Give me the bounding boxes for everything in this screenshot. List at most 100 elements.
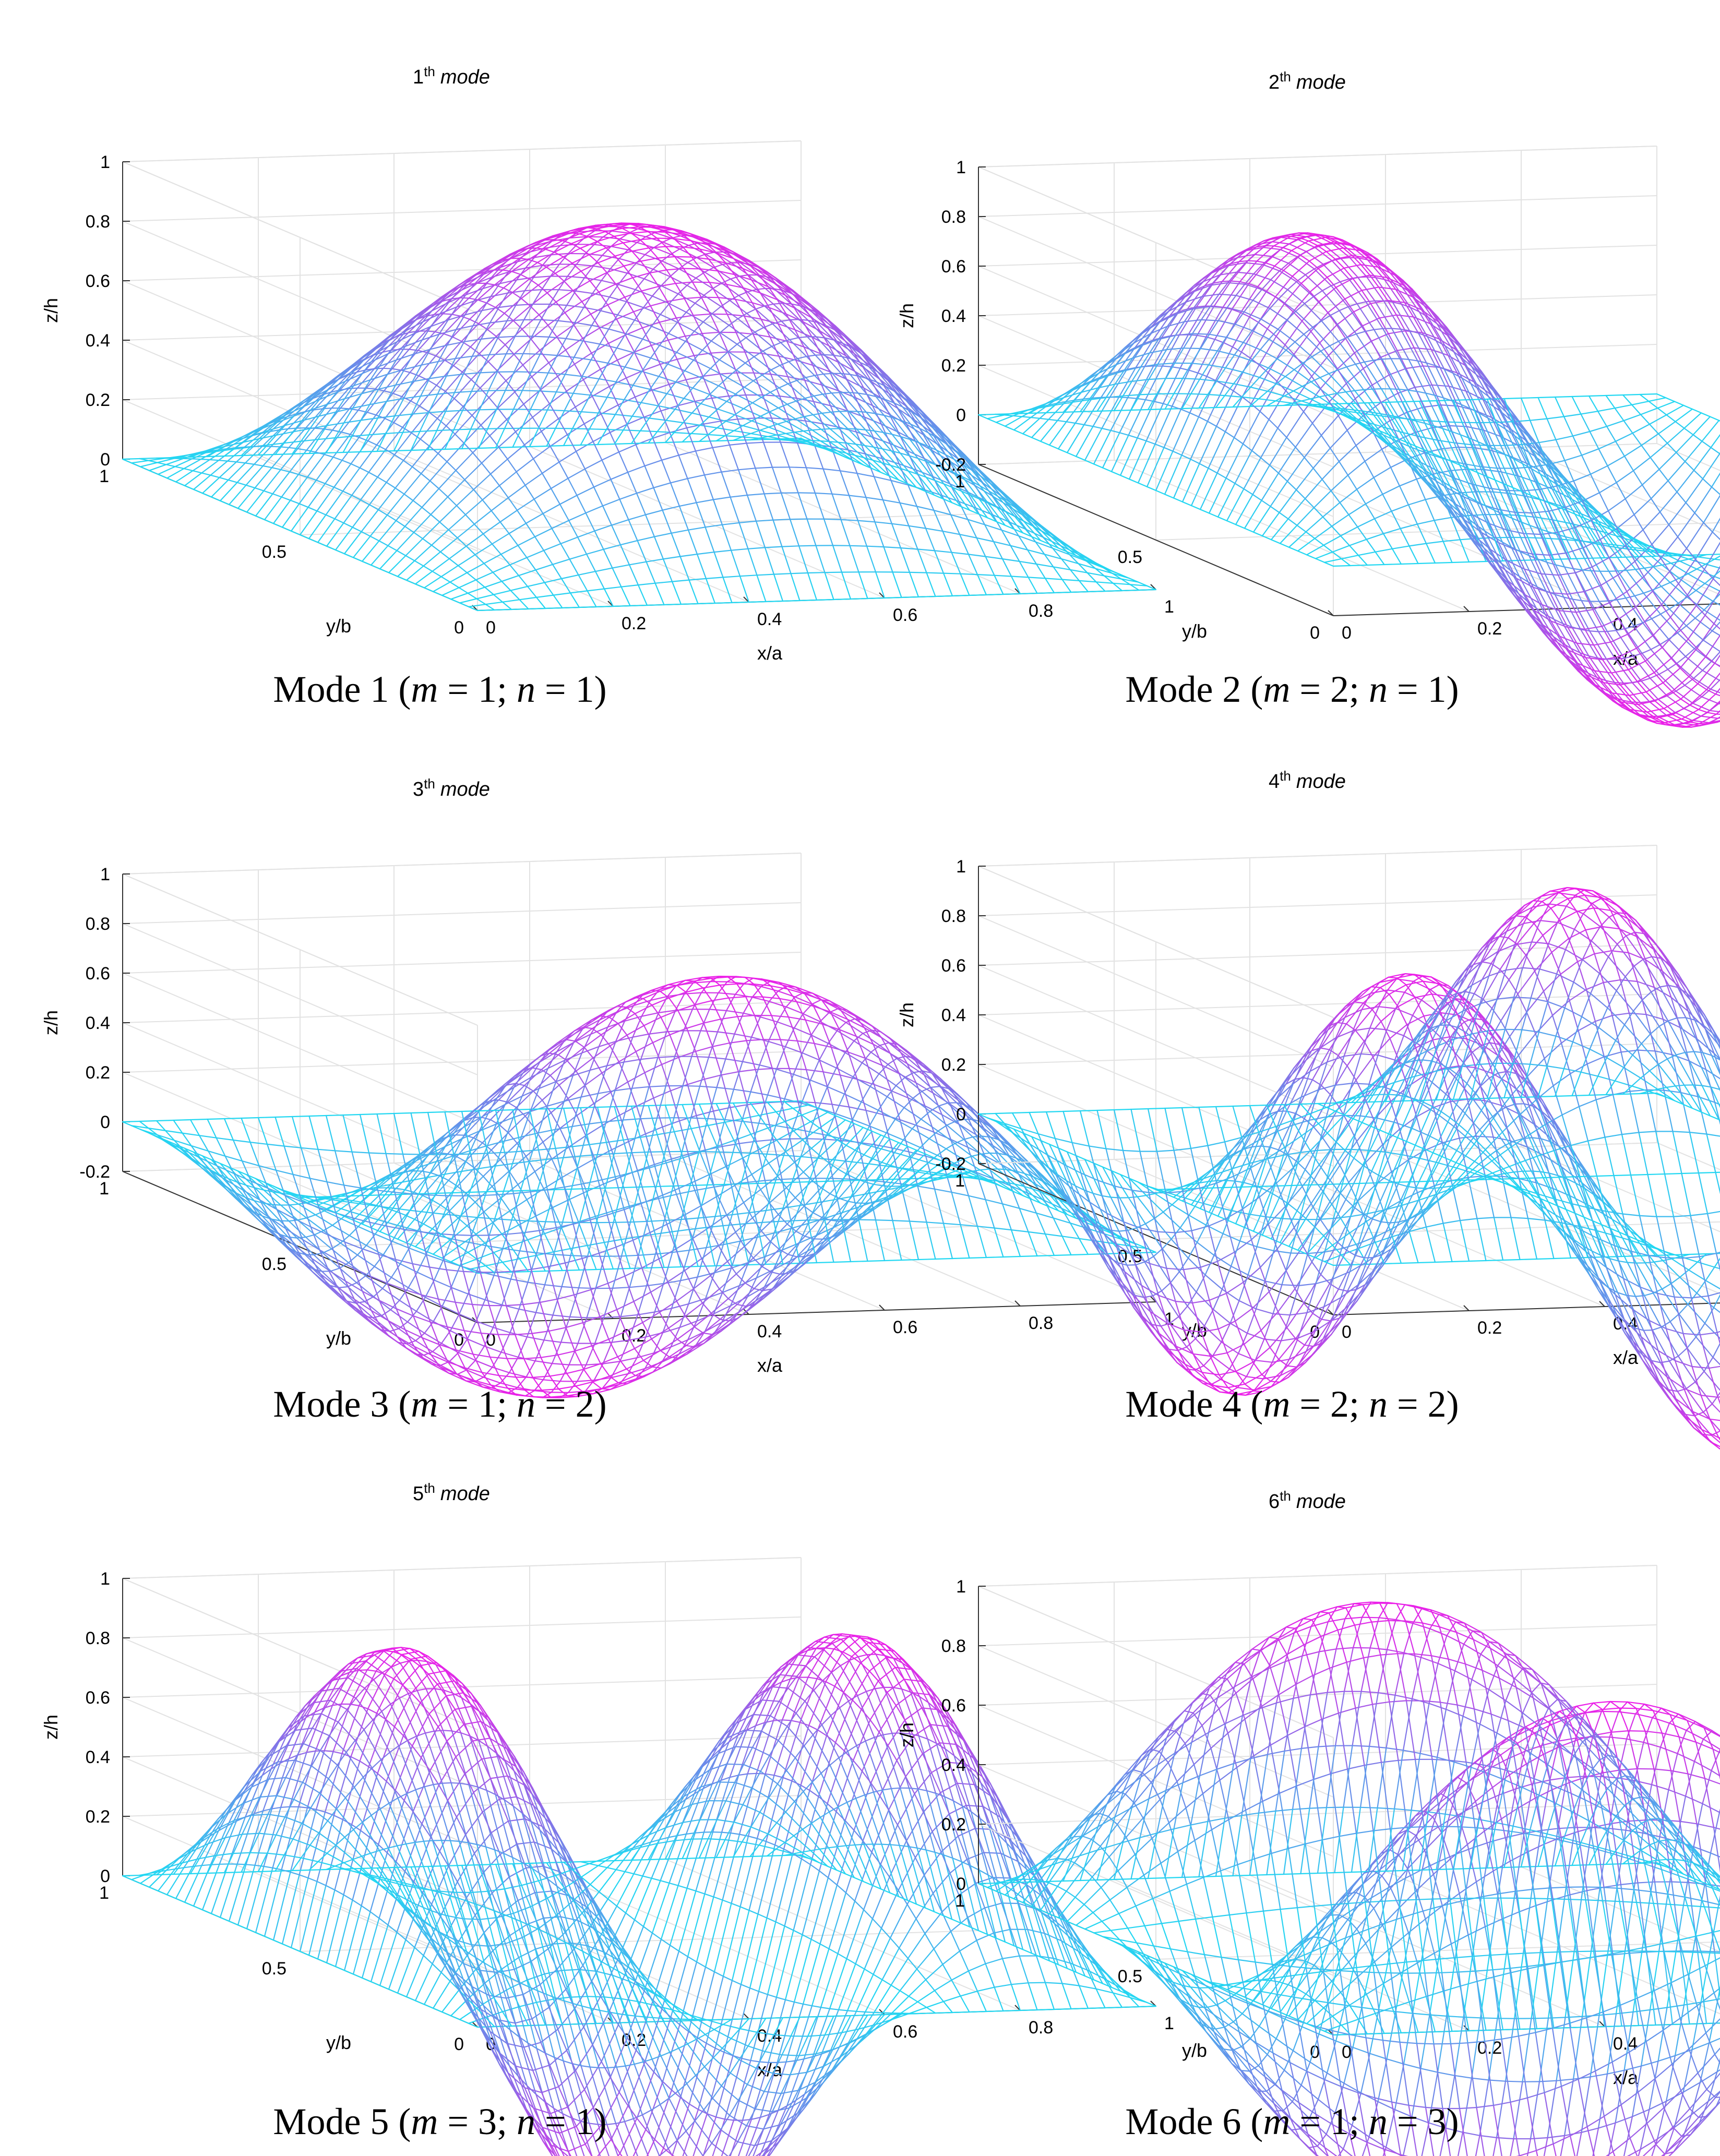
caption-lead: Mode 2 (	[1125, 668, 1263, 710]
z-tick-label: 0.6	[941, 956, 966, 976]
x-tick	[743, 2013, 749, 2019]
y-tick-label: 0	[454, 618, 464, 638]
y-tick-label: 0.5	[262, 542, 286, 562]
gridline-z	[978, 146, 1657, 319]
z-tick-label: 0.2	[941, 1055, 966, 1075]
box-edge	[978, 166, 1334, 319]
mode-1-caption: Mode 1 (m = 1; n = 1)	[273, 668, 606, 710]
z-tick-label: 0.4	[86, 331, 110, 351]
title-superscript: th	[424, 1480, 435, 1496]
z-tick-label: 0.4	[86, 1747, 110, 1767]
z-tick-label: 0.6	[86, 271, 110, 291]
box-edge	[122, 873, 478, 1026]
caption-n-value: = 1)	[1388, 668, 1459, 710]
x-tick-label: 0	[1342, 623, 1352, 643]
gridline-z	[978, 1565, 1657, 1738]
box-edge	[122, 1578, 478, 1730]
z-tick-label: 0.6	[86, 964, 110, 984]
caption-n: n	[1369, 2101, 1388, 2142]
x-tick-label: 0.2	[622, 1326, 646, 1346]
mode-4-caption: Mode 4 (m = 2; n = 2)	[1125, 1383, 1459, 1425]
title-superscript: th	[1280, 768, 1291, 784]
axes: -0.200.20.40.60.8100.5100.20.40.60.81z/h…	[896, 158, 1720, 669]
caption-m: m	[1263, 668, 1290, 710]
gridline-y	[300, 237, 979, 536]
y-tick-label: 0.5	[1118, 1967, 1142, 1986]
z-axis-label: z/h	[40, 298, 62, 323]
caption-m-value: = 1;	[438, 668, 517, 710]
x-tick-label: 0.8	[1029, 1313, 1053, 1333]
gridline-z	[978, 993, 1657, 1167]
caption-n: n	[517, 1383, 535, 1425]
caption-n: n	[1369, 1383, 1388, 1425]
y-tick-label: 0.5	[262, 1959, 286, 1979]
gridline-z	[978, 845, 1657, 1018]
mode-2-caption: Mode 2 (m = 2; n = 1)	[1125, 668, 1459, 710]
caption-lead: Mode 6 (	[1125, 2101, 1263, 2142]
surface-mesh	[977, 232, 1720, 728]
z-tick-label: 0	[100, 450, 110, 470]
title-number: 1	[413, 66, 424, 88]
x-tick-label: 0.8	[1029, 601, 1053, 621]
box-edge	[978, 1565, 1657, 1587]
surface-mesh	[122, 222, 1157, 612]
title-superscript: th	[1280, 69, 1291, 85]
caption-m: m	[411, 668, 438, 710]
y-tick-label: 0.5	[1118, 547, 1142, 567]
gridline-x	[1385, 154, 1720, 595]
gridline-z	[122, 853, 802, 1026]
plot-title: 1th mode	[413, 64, 490, 88]
box-edge	[978, 1586, 1334, 1738]
gridline-y	[300, 950, 979, 1248]
caption-n-value: = 2)	[535, 1383, 607, 1425]
z-tick-label: 0.4	[941, 306, 966, 326]
x-tick	[879, 1304, 885, 1311]
gridline-z	[978, 294, 1657, 468]
mode-6-caption: Mode 6 (m = 1; n = 3)	[1125, 2101, 1459, 2142]
z-tick-label: -0.2	[79, 1162, 110, 1182]
title-superscript: th	[424, 776, 435, 792]
z-tick-label: 0.8	[86, 1628, 110, 1648]
caption-lead: Mode 4 (	[1125, 1383, 1263, 1425]
z-tick-label: 0.4	[86, 1013, 110, 1033]
caption-n: n	[517, 2101, 535, 2142]
caption-m-value: = 1;	[438, 1383, 517, 1425]
title-word: mode	[440, 778, 490, 800]
caption-m: m	[411, 1383, 438, 1425]
caption-m: m	[1263, 1383, 1290, 1425]
z-tick-label: 0.6	[941, 257, 966, 277]
x-tick	[1599, 1301, 1605, 1307]
z-tick-label: 1	[956, 857, 966, 877]
x-tick	[1463, 606, 1470, 612]
z-tick-label: 0.8	[941, 207, 966, 227]
gridline-z	[122, 1557, 802, 1730]
gridline-y	[978, 167, 1657, 465]
mode-2-plot: -0.200.20.40.60.8100.5100.20.40.60.81z/h…	[896, 69, 1720, 728]
title-number: 2	[1269, 71, 1280, 93]
box-edge	[122, 140, 802, 162]
title-word: mode	[1296, 1491, 1346, 1513]
z-tick-label: 0.6	[86, 1688, 110, 1708]
z-tick-label: 0.2	[86, 1063, 110, 1083]
surface-mesh	[977, 887, 1720, 1450]
title-superscript: th	[1280, 1488, 1291, 1504]
z-tick-label: -0.2	[935, 1154, 966, 1174]
x-tick-label: 0.8	[1029, 2018, 1053, 2038]
caption-m: m	[1263, 2101, 1290, 2142]
plot-title: 6th mode	[1269, 1488, 1346, 1513]
x-axis-label: x/a	[757, 1355, 783, 1376]
z-tick-label: 0.2	[941, 356, 966, 376]
box-edge	[122, 853, 802, 875]
x-tick	[1150, 1296, 1156, 1302]
z-tick-label: 1	[100, 865, 110, 884]
z-tick-label: 0.2	[941, 1815, 966, 1835]
y-axis	[978, 464, 1334, 616]
x-tick-label: 1	[1164, 597, 1174, 617]
z-tick-label: 0.2	[86, 1807, 110, 1827]
caption-m-value: = 3;	[438, 2101, 517, 2142]
caption-n-value: = 1)	[535, 668, 607, 710]
x-tick-label: 0.2	[622, 614, 646, 633]
plot-title: 4th mode	[1269, 768, 1346, 793]
